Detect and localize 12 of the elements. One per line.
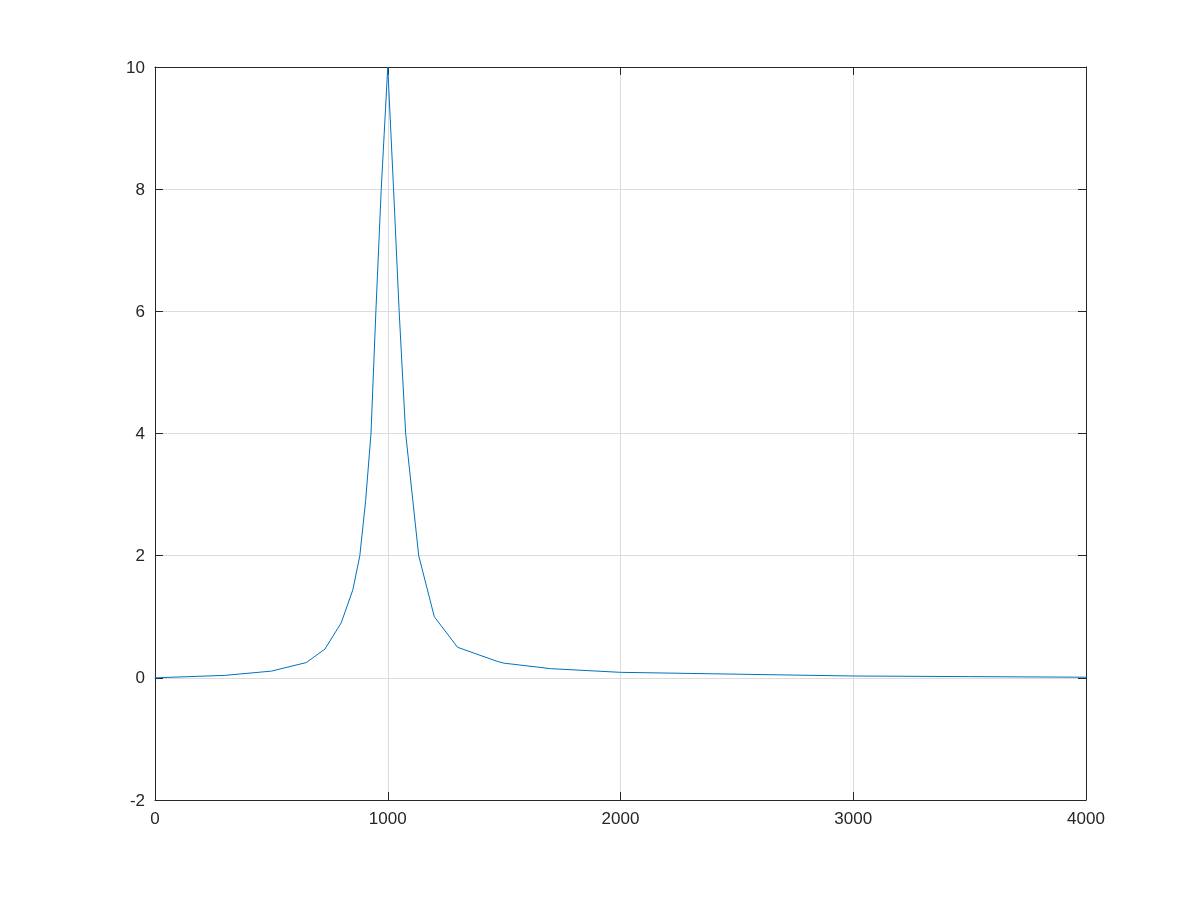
x-tick-label: 4000 [1067, 809, 1105, 828]
y-tick-label: 8 [135, 179, 145, 199]
y-tick-label: -2 [129, 790, 145, 810]
x-tick-label: 0 [150, 809, 160, 828]
y-tick-label: 6 [135, 301, 145, 321]
y-tick-label: 0 [135, 668, 145, 688]
y-tick-label: 2 [135, 546, 145, 566]
y-tick-label: 4 [135, 424, 145, 443]
x-tick-label: 2000 [601, 809, 640, 828]
x-tick-label: 3000 [834, 809, 873, 828]
x-tick-label: 1000 [368, 809, 407, 828]
y-tick-label: 10 [126, 57, 145, 77]
